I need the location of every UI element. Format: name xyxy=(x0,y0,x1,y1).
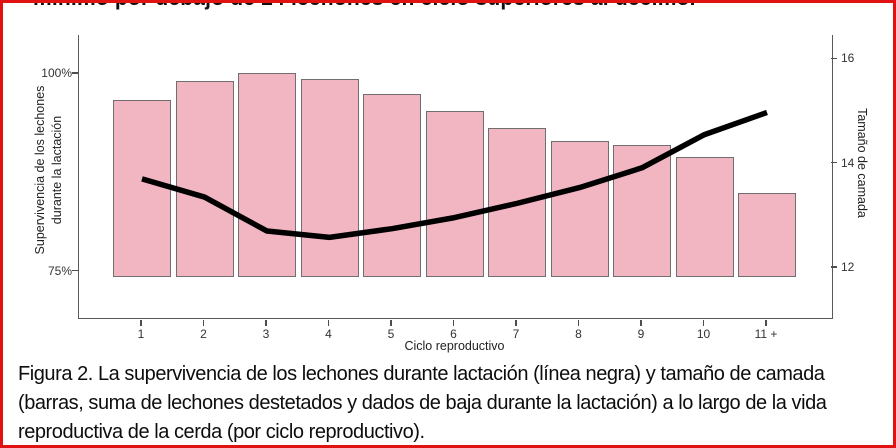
x-axis-tick-mark xyxy=(515,319,517,326)
right-axis-tick-label: 16 xyxy=(841,51,855,66)
left-axis-title-line2: durante la lactación xyxy=(50,115,64,225)
litter-size-bar-3 xyxy=(238,73,296,278)
figure-chart: Supervivencia de los lechones durante la… xyxy=(3,3,893,359)
litter-size-bar-11 + xyxy=(738,192,796,278)
x-axis-tick-mark xyxy=(452,319,455,326)
x-axis-tick-mark xyxy=(640,319,642,326)
x-axis-tick-label: 3 xyxy=(262,327,270,341)
litter-size-bar-7 xyxy=(488,127,546,278)
x-axis-tick-label: 5 xyxy=(387,327,395,341)
left-axis-tick-mark xyxy=(72,72,78,74)
x-axis-title: Ciclo reproductivo xyxy=(404,339,505,353)
x-axis-tick-label: 9 xyxy=(637,327,645,341)
left-axis-title-line1: Supervivencia de los lechones xyxy=(33,85,47,255)
left-axis-tick-mark xyxy=(72,269,78,272)
x-axis-tick-label: 7 xyxy=(512,327,520,341)
figure-caption: Figura 2. La supervivencia de los lechon… xyxy=(18,363,827,443)
litter-size-bar-8 xyxy=(550,140,609,278)
x-axis-tick-label: 11 + xyxy=(754,327,778,341)
litter-size-bar-4 xyxy=(300,79,359,278)
litter-size-bar-6 xyxy=(425,110,484,278)
litter-size-bar-5 xyxy=(363,94,421,278)
right-axis-tick-mark xyxy=(831,161,837,164)
x-axis-tick-label: 6 xyxy=(450,327,457,341)
x-axis-tick-label: 8 xyxy=(575,327,582,341)
x-axis-tick-mark xyxy=(140,319,142,326)
x-axis-tick-mark xyxy=(765,319,767,326)
x-axis-tick-mark xyxy=(265,319,267,326)
right-axis-tick-mark xyxy=(831,57,837,60)
x-axis-tick-label: 2 xyxy=(200,327,207,341)
litter-size-bar-2 xyxy=(175,80,234,278)
right-axis-tick-label: 12 xyxy=(841,259,855,274)
x-axis-tick-mark xyxy=(702,319,705,326)
left-axis-title: Supervivencia de los lechones durante la… xyxy=(32,45,66,295)
x-axis-tick-mark xyxy=(327,319,330,326)
x-axis-tick-label: 1 xyxy=(137,327,145,341)
clipped-sentence: mínimo por debajo de 24 lechones en cicl… xyxy=(33,3,867,11)
right-axis-tick-label: 14 xyxy=(841,155,855,170)
survival-line-layer xyxy=(141,109,768,241)
left-axis-tick-label: 75% xyxy=(47,263,72,278)
litter-size-bar-10 xyxy=(675,157,734,278)
right-axis-tick-mark xyxy=(831,266,837,268)
plot-panel xyxy=(78,35,833,319)
x-axis-tick-mark xyxy=(202,319,205,326)
x-axis-tick-mark xyxy=(390,319,392,326)
x-axis-tick-mark xyxy=(577,319,580,326)
x-axis-tick-label: 10 xyxy=(696,327,711,341)
x-axis-tick-label: 4 xyxy=(325,327,332,341)
litter-size-bar-1 xyxy=(113,100,171,278)
survival-line xyxy=(141,109,768,241)
left-axis-tick-label: 100% xyxy=(41,65,72,80)
clipped-text-line: mínimo por debajo de 24 lechones en cicl… xyxy=(33,3,867,11)
